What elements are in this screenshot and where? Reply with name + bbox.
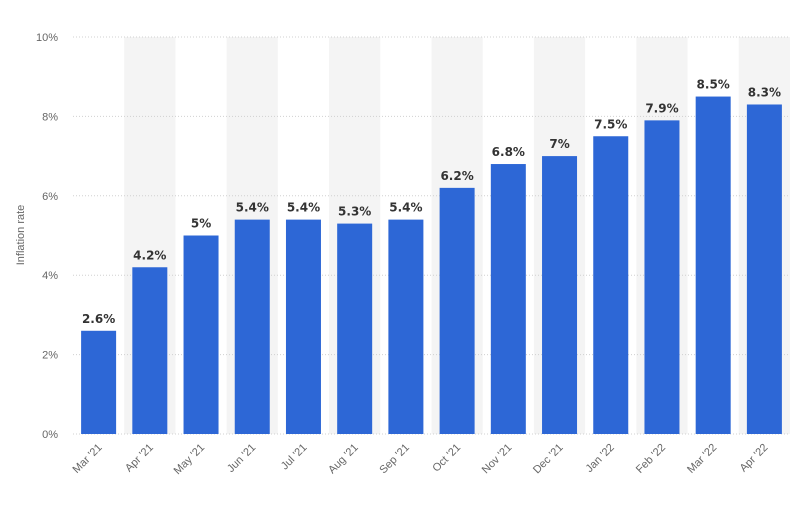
bar bbox=[644, 120, 680, 435]
x-tick-label: Mar '21 bbox=[71, 442, 105, 476]
bar bbox=[337, 223, 373, 434]
y-tick-label: 8% bbox=[42, 111, 58, 123]
y-axis-label: Inflation rate bbox=[15, 205, 27, 266]
x-tick-label: Oct '21 bbox=[430, 442, 463, 475]
bars bbox=[81, 96, 782, 435]
y-tick-label: 0% bbox=[42, 429, 58, 441]
x-tick-label: Jul '21 bbox=[279, 442, 310, 473]
x-axis-ticks: Mar '21 Apr '21 May '21 Jun '21 Jul '21 Aug '… bbox=[71, 442, 771, 477]
x-tick-label: Jan '22 bbox=[584, 442, 617, 475]
bar bbox=[183, 235, 219, 434]
data-label: 5.3% bbox=[338, 205, 371, 219]
data-label: 7.9% bbox=[645, 101, 678, 115]
data-label: 2.6% bbox=[82, 312, 115, 326]
x-tick-label: Aug '21 bbox=[326, 442, 361, 477]
bar bbox=[439, 187, 475, 434]
y-tick-label: 10% bbox=[36, 32, 58, 44]
x-tick-label: Dec '21 bbox=[531, 442, 566, 477]
y-tick-label: 4% bbox=[42, 270, 58, 282]
bar bbox=[285, 219, 321, 434]
y-axis-ticks: 0% 2% 4% 6% 8% 10% bbox=[36, 32, 58, 441]
data-label: 6.2% bbox=[440, 169, 473, 183]
x-tick-label: Apr '21 bbox=[123, 442, 156, 475]
x-tick-label: Nov '21 bbox=[480, 442, 515, 477]
bar bbox=[746, 104, 782, 435]
bar bbox=[234, 219, 270, 434]
data-label: 5% bbox=[191, 217, 211, 231]
data-label: 4.2% bbox=[133, 248, 166, 262]
data-label: 8.3% bbox=[748, 85, 781, 99]
bar bbox=[542, 156, 578, 434]
bar bbox=[593, 136, 629, 434]
y-tick-label: 6% bbox=[42, 191, 58, 203]
data-label: 5.4% bbox=[236, 201, 269, 215]
data-label: 6.8% bbox=[492, 145, 525, 159]
bar bbox=[132, 267, 168, 434]
x-tick-label: Jun '21 bbox=[225, 442, 258, 475]
x-tick-label: Apr '22 bbox=[738, 442, 771, 475]
bar bbox=[695, 96, 731, 435]
data-label: 5.4% bbox=[287, 201, 320, 215]
data-label: 5.4% bbox=[389, 201, 422, 215]
y-tick-label: 2% bbox=[42, 350, 58, 362]
bar bbox=[81, 330, 117, 434]
x-tick-label: Mar '22 bbox=[685, 442, 719, 476]
data-labels: 2.6% 4.2% 5% 5.4% 5.4% 5.3% 5.4% 6.2% 6.8% 7% 7.5%… bbox=[82, 78, 781, 326]
data-label: 7% bbox=[549, 137, 569, 151]
data-label: 8.5% bbox=[697, 78, 730, 92]
x-tick-label: Feb '22 bbox=[634, 442, 668, 476]
x-tick-label: Sep '21 bbox=[377, 442, 412, 477]
bar bbox=[388, 219, 424, 434]
x-tick-label: May '21 bbox=[172, 442, 207, 477]
data-label: 7.5% bbox=[594, 117, 627, 131]
bar bbox=[490, 164, 526, 435]
